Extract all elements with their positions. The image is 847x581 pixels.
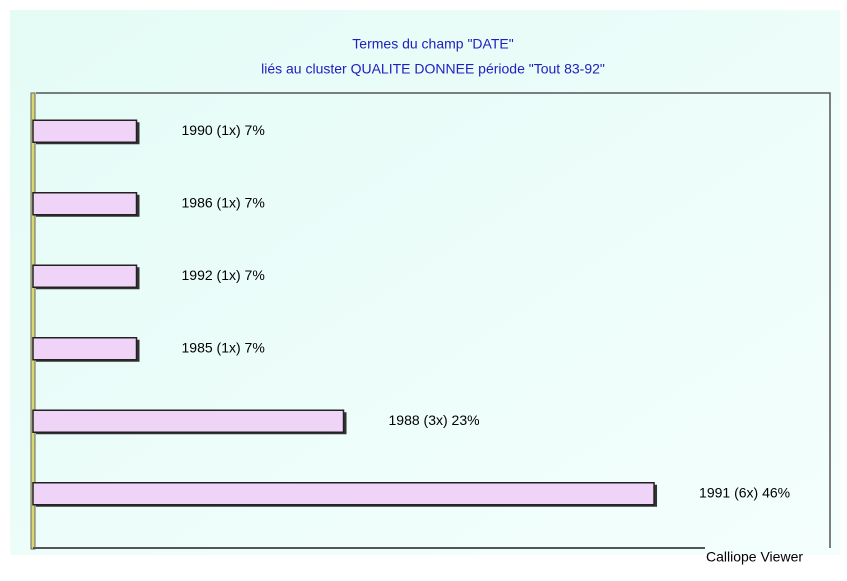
bar: [32, 264, 138, 288]
bar: [32, 482, 655, 506]
bar-label: 1986 (1x) 7%: [182, 194, 265, 210]
bar-label: 1985 (1x) 7%: [182, 339, 265, 355]
bar-label: 1991 (6x) 46%: [699, 484, 790, 500]
bar: [32, 192, 138, 216]
footer: Calliope Viewer: [706, 549, 803, 565]
chart-subtitle: liés au cluster QUALITE DONNEE période "…: [261, 61, 605, 77]
plot-frame: [36, 92, 831, 548]
bar-label: 1990 (1x) 7%: [182, 122, 265, 138]
bar: [32, 409, 345, 433]
bar-label: 1988 (3x) 23%: [389, 412, 480, 428]
background: [10, 10, 840, 555]
chart-title: Termes du champ "DATE": [352, 36, 513, 52]
y-axis: [30, 92, 36, 550]
bar: [32, 337, 138, 361]
bar: [32, 119, 138, 143]
bar-label: 1992 (1x) 7%: [182, 267, 265, 283]
